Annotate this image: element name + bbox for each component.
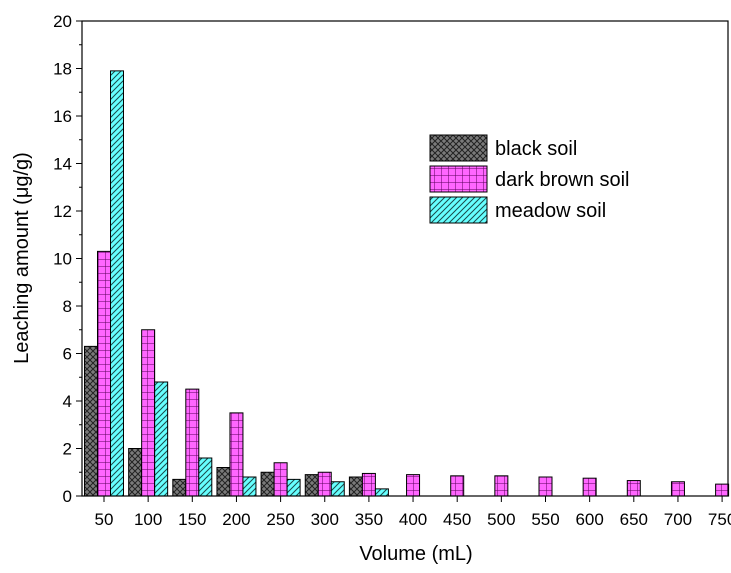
bar-black-soil-250 [260,471,275,497]
legend-label-black-soil: black soil [495,138,577,160]
bar-dark-brown-soil-600 [582,477,597,497]
x-tick-label: 350 [355,510,383,529]
bar-meadow-soil-300 [330,481,345,497]
bar-dark-brown-soil-400 [406,474,421,497]
legend-swatch-black-soil [429,134,488,162]
x-axis-title: Volume (mL) [359,543,472,565]
bar-black-soil-50 [84,345,98,497]
x-tick-label: 600 [575,510,603,529]
y-tick-label: 4 [63,392,72,411]
bar-black-soil-100 [128,448,143,497]
bar-dark-brown-soil-50 [97,250,111,497]
x-tick-label: 400 [399,510,427,529]
legend-label-dark-brown-soil: dark brown soil [495,169,630,191]
x-tick-label: 150 [178,510,206,529]
legend-label-meadow-soil: meadow soil [495,200,606,222]
bar-dark-brown-soil-150 [185,388,200,497]
y-axis-title: Leaching amount (μg/g) [11,152,33,364]
bar-dark-brown-soil-550 [538,476,553,497]
legend-swatch-dark-brown-soil [429,165,488,193]
bar-dark-brown-soil-200 [229,412,244,497]
plot-frame [81,20,729,497]
x-tick-label: 750 [708,510,731,529]
bar-black-soil-300 [304,474,319,497]
bar-dark-brown-soil-700 [670,481,685,497]
legend-swatch-meadow-soil [429,196,488,224]
bar-dark-brown-soil-750 [715,483,730,497]
x-tick-label: 500 [487,510,515,529]
x-tick-label: 450 [443,510,471,529]
y-tick-label: 16 [53,107,72,126]
bar-dark-brown-soil-100 [141,329,156,497]
y-tick-label: 10 [53,250,72,269]
bar-meadow-soil-100 [154,381,169,497]
bars-group [84,70,730,497]
bar-black-soil-350 [348,476,363,497]
bar-dark-brown-soil-500 [494,475,509,497]
y-tick-label: 18 [53,60,72,79]
x-tick-label: 200 [222,510,250,529]
bar-dark-brown-soil-300 [317,471,332,497]
bar-meadow-soil-150 [198,457,213,497]
y-tick-label: 12 [53,202,72,221]
bar-dark-brown-soil-350 [361,472,376,497]
y-tick-label: 2 [63,440,72,459]
y-tick-label: 8 [63,297,72,316]
bar-dark-brown-soil-450 [450,475,465,497]
legend: black soil dark brown soil meadow soil [429,134,630,224]
y-tick-label: 14 [53,155,72,174]
bar-meadow-soil-250 [286,478,301,497]
x-tick-label: 700 [664,510,692,529]
bar-meadow-soil-200 [242,476,257,497]
x-tick-label: 550 [531,510,559,529]
bar-dark-brown-soil-650 [626,480,641,497]
x-tick-label: 650 [620,510,648,529]
y-tick-label: 0 [63,487,72,506]
y-tick-label: 6 [63,345,72,364]
y-tick-label: 20 [53,12,72,31]
x-tick-label: 100 [134,510,162,529]
x-tick-label: 50 [95,510,114,529]
bar-dark-brown-soil-250 [273,462,288,497]
bar-meadow-soil-350 [374,488,389,497]
axes-group: 0 2 4 6 8 10 12 14 16 18 20 50 100 150 200 250 300 350 400… [53,12,731,529]
x-tick-label: 250 [266,510,294,529]
x-tick-label: 300 [311,510,339,529]
bar-black-soil-150 [172,478,187,497]
bar-meadow-soil-50 [110,70,124,497]
bar-black-soil-200 [216,467,231,497]
